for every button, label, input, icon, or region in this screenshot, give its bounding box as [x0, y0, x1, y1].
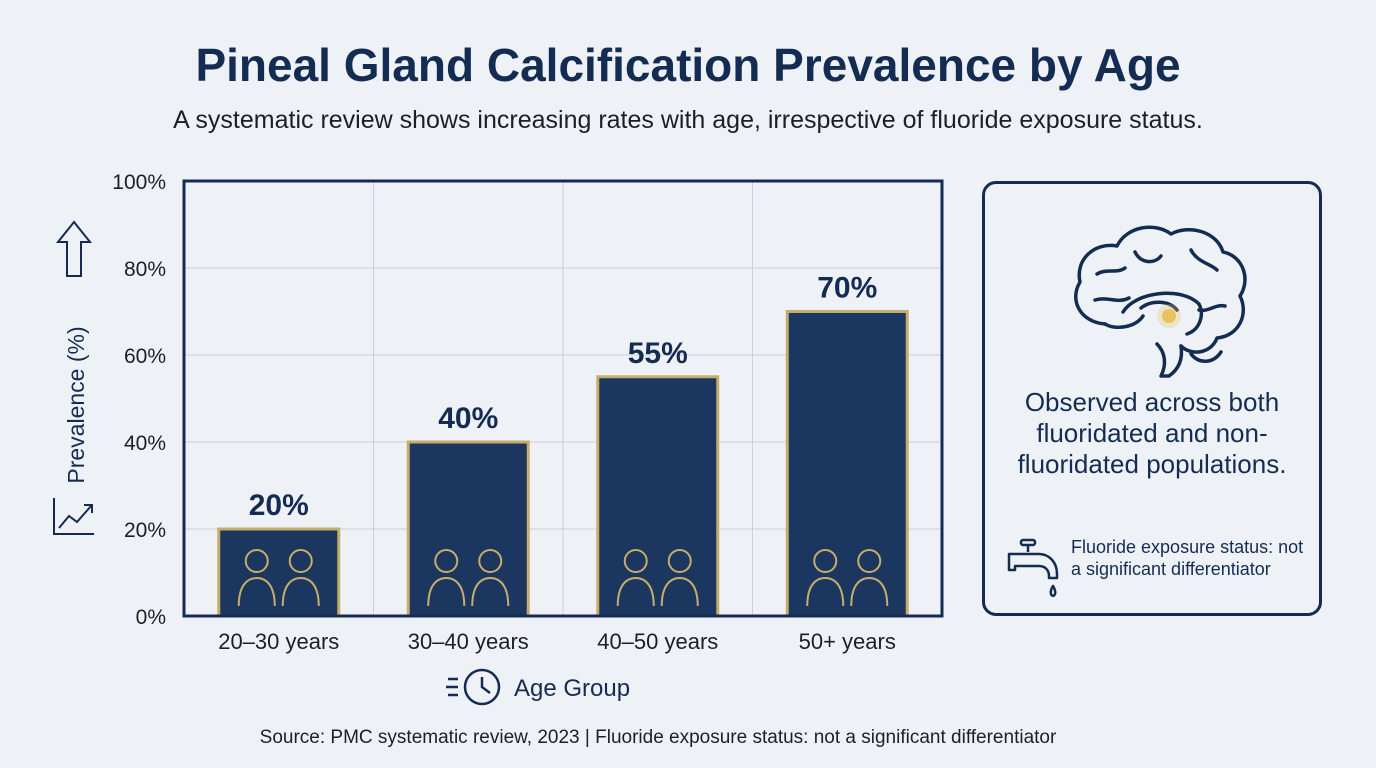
young-adults-icon — [237, 549, 320, 607]
older-adults-icon — [616, 549, 699, 607]
bar — [596, 375, 720, 618]
fluoride-note: Fluoride exposure status: not a signific… — [1071, 537, 1304, 579]
y-tick-label: 40% — [124, 432, 166, 455]
bar — [785, 310, 909, 618]
y-axis-title: Prevalence (%) — [63, 326, 89, 483]
elderly-icon — [806, 549, 889, 607]
x-tick-label: 50+ years — [799, 629, 896, 654]
x-axis-title: Age Group — [514, 675, 631, 702]
y-tick-label: 80% — [124, 258, 166, 281]
data-label: 40% — [438, 402, 498, 435]
bars — [217, 310, 909, 618]
x-tick-label: 30–40 years — [408, 629, 529, 654]
y-tick-label: 60% — [124, 345, 166, 368]
clock-icon — [446, 668, 501, 706]
professionals-icon — [427, 549, 510, 607]
side-statement: Observed across both fluoridated and non… — [1017, 387, 1287, 479]
chart-title: Pineal Gland Calcification Prevalence by… — [195, 39, 1181, 91]
brain-icon — [1074, 225, 1247, 378]
y-tick-label: 100% — [112, 171, 166, 194]
y-tick-label: 0% — [136, 606, 166, 629]
data-label: 70% — [817, 272, 877, 305]
x-tick-label: 20–30 years — [218, 629, 339, 654]
plot-frame — [182, 179, 944, 618]
data-labels: 20% 40% 55% 70% — [249, 272, 878, 523]
pineal-gland-marker — [1162, 309, 1176, 323]
x-tick-label: 40–50 years — [597, 629, 718, 654]
trend-chart-icon — [53, 498, 94, 535]
info-card: Observed across both fluoridated and non… — [982, 181, 1322, 616]
source-footnote: Source: PMC systematic review, 2023 | Fl… — [259, 727, 1057, 748]
data-label: 20% — [249, 489, 309, 522]
bar — [217, 527, 341, 618]
y-tick-label: 20% — [124, 519, 166, 542]
chart-subtitle: A systematic review shows increasing rat… — [173, 106, 1203, 134]
bar — [406, 440, 530, 618]
arrow-up-icon — [55, 220, 93, 277]
faucet-icon — [1007, 538, 1059, 598]
data-label: 55% — [628, 337, 688, 370]
tick-labels: 0% 20% 40% 60% 80% 100% 20–30 years 30–40 years… — [112, 171, 896, 654]
